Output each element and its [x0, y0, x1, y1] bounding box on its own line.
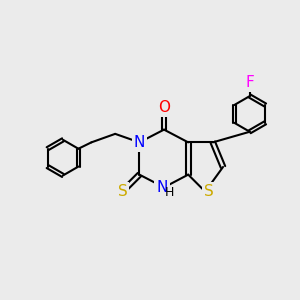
- Text: N: N: [156, 180, 168, 195]
- Text: F: F: [245, 75, 254, 90]
- Text: H: H: [165, 186, 174, 199]
- Text: S: S: [118, 184, 127, 199]
- Text: N: N: [134, 135, 145, 150]
- Text: S: S: [204, 184, 214, 199]
- Text: O: O: [158, 100, 170, 115]
